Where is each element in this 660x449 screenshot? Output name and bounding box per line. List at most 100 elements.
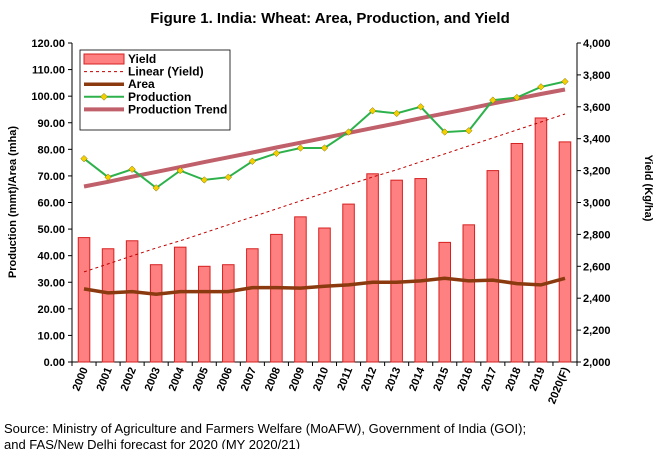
y-tick-label: 60.00: [37, 198, 65, 210]
y2-tick-label: 4,000: [583, 38, 611, 50]
plot-area: 0.00 10.00 20.00 30.00 40.00 50.00 60.00 70.00 8…: [31, 38, 610, 406]
x-tick-label: 2011: [335, 366, 355, 393]
point-production: [80, 154, 88, 163]
point-production: [152, 184, 160, 192]
x-tick-label: 2001: [95, 366, 115, 393]
y2-tick-label: 3,800: [583, 70, 611, 82]
x-tick-label: 2019: [527, 366, 547, 393]
x-tick-label: 2000: [71, 366, 91, 393]
bar-yield: [486, 170, 500, 363]
y-tick-label: 100.00: [31, 91, 65, 103]
y2-tick-label: 2,000: [583, 357, 611, 369]
x-tick-label: 2010: [311, 366, 331, 393]
x-tick-label: 2004: [167, 365, 188, 393]
y2-tick-label: 3,200: [583, 166, 611, 178]
x-tick-label: 2016: [455, 366, 475, 393]
x-tick-label: 2003: [143, 366, 163, 393]
bar-yield: [366, 173, 379, 363]
point-production: [537, 83, 545, 91]
point-production: [465, 127, 473, 135]
line-area: [83, 276, 566, 296]
x-tick-label: 2020(F): [546, 365, 572, 406]
point-production: [489, 96, 497, 104]
x-tick-label: 2013: [383, 366, 403, 393]
point-production: [344, 128, 353, 136]
point-production: [224, 173, 232, 181]
y2-tick-label: 2,600: [583, 261, 611, 273]
point-production: [513, 93, 521, 102]
source-line-1: Source: Ministry of Agriculture and Farm…: [4, 421, 526, 436]
x-tick-label: 2002: [119, 366, 139, 393]
x-tick-label: 2007: [239, 366, 259, 393]
y2-tick-label: 2,400: [583, 293, 611, 305]
bar-yield: [173, 246, 187, 363]
bar-yield: [197, 265, 211, 363]
point-production: [417, 103, 425, 111]
bar-yield: [77, 237, 91, 363]
bar-yield: [125, 240, 139, 363]
point-production: [320, 144, 329, 152]
point-production: [176, 166, 184, 175]
line-production-trend: [83, 87, 566, 189]
bar-yield: [558, 141, 572, 363]
y-tick-label: 90.00: [37, 118, 65, 130]
y-tick-label: 20.00: [37, 304, 65, 316]
point-production: [248, 157, 257, 165]
x-tick-label: 2015: [431, 366, 451, 393]
x-tick-label: 2018: [503, 366, 523, 393]
x-tick-label: 2005: [191, 366, 211, 393]
bar-yield: [270, 233, 283, 363]
point-production: [392, 109, 401, 118]
legend-label: Yield: [128, 52, 156, 66]
bar-yield: [390, 179, 403, 363]
point-production: [441, 128, 449, 136]
source-line-2: and FAS/New Delhi forecast for 2020 (MY …: [4, 437, 300, 449]
bar-yield: [101, 248, 115, 363]
y-tick-label: 30.00: [37, 277, 65, 289]
x-tick-label: 2014: [407, 365, 428, 393]
y-tick-label: 70.00: [37, 171, 65, 183]
bar-yield: [462, 224, 476, 363]
y2-tick-label: 2,800: [583, 229, 611, 241]
x-tick-label: 2017: [479, 366, 499, 393]
bar-yield: [534, 117, 548, 363]
y2-tick-label: 3,000: [583, 198, 611, 210]
y2-tick-label: 3,400: [583, 134, 611, 146]
y-tick-label: 10.00: [37, 330, 65, 342]
point-production: [200, 176, 208, 184]
bar-yield: [510, 142, 524, 363]
y-tick-label: 50.00: [37, 224, 65, 236]
bar-yield: [414, 178, 427, 363]
x-tick-label: 2012: [359, 366, 379, 393]
bar-yield: [438, 241, 452, 363]
point-production: [104, 173, 112, 181]
x-tick-label: 2008: [263, 366, 283, 393]
point-production: [128, 165, 136, 173]
y2-tick-label: 3,600: [583, 102, 611, 114]
y-axis-label: Production (mmt)/Area (mha): [7, 126, 19, 279]
x-tick-label: 2006: [215, 366, 235, 393]
chart-title: Figure 1. India: Wheat: Area, Production…: [150, 10, 510, 27]
point-production: [561, 77, 569, 86]
y2-tick-label: 2,200: [583, 325, 611, 337]
bar-yield: [318, 227, 331, 363]
legend-label: Production: [128, 90, 191, 104]
legend-swatch-yield: [83, 53, 125, 65]
bar-yield: [149, 264, 163, 363]
legend-marker-production: [100, 92, 108, 101]
bar-yield: [246, 248, 259, 363]
y-tick-label: 0.00: [44, 357, 65, 369]
line-linear-yield: [83, 113, 566, 273]
legend-label: Linear (Yield): [128, 65, 204, 79]
point-production: [296, 144, 305, 152]
y2-axis-label: Yield (Kg/ha): [642, 155, 654, 222]
legend-label: Area: [128, 77, 155, 91]
legend-label: Production Trend: [128, 102, 227, 116]
point-production: [272, 149, 281, 157]
point-production: [368, 107, 377, 115]
bar-yield: [222, 264, 235, 363]
y-tick-label: 40.00: [37, 251, 65, 263]
x-tick-label: 2009: [287, 366, 307, 393]
y-tick-label: 110.00: [32, 65, 65, 77]
